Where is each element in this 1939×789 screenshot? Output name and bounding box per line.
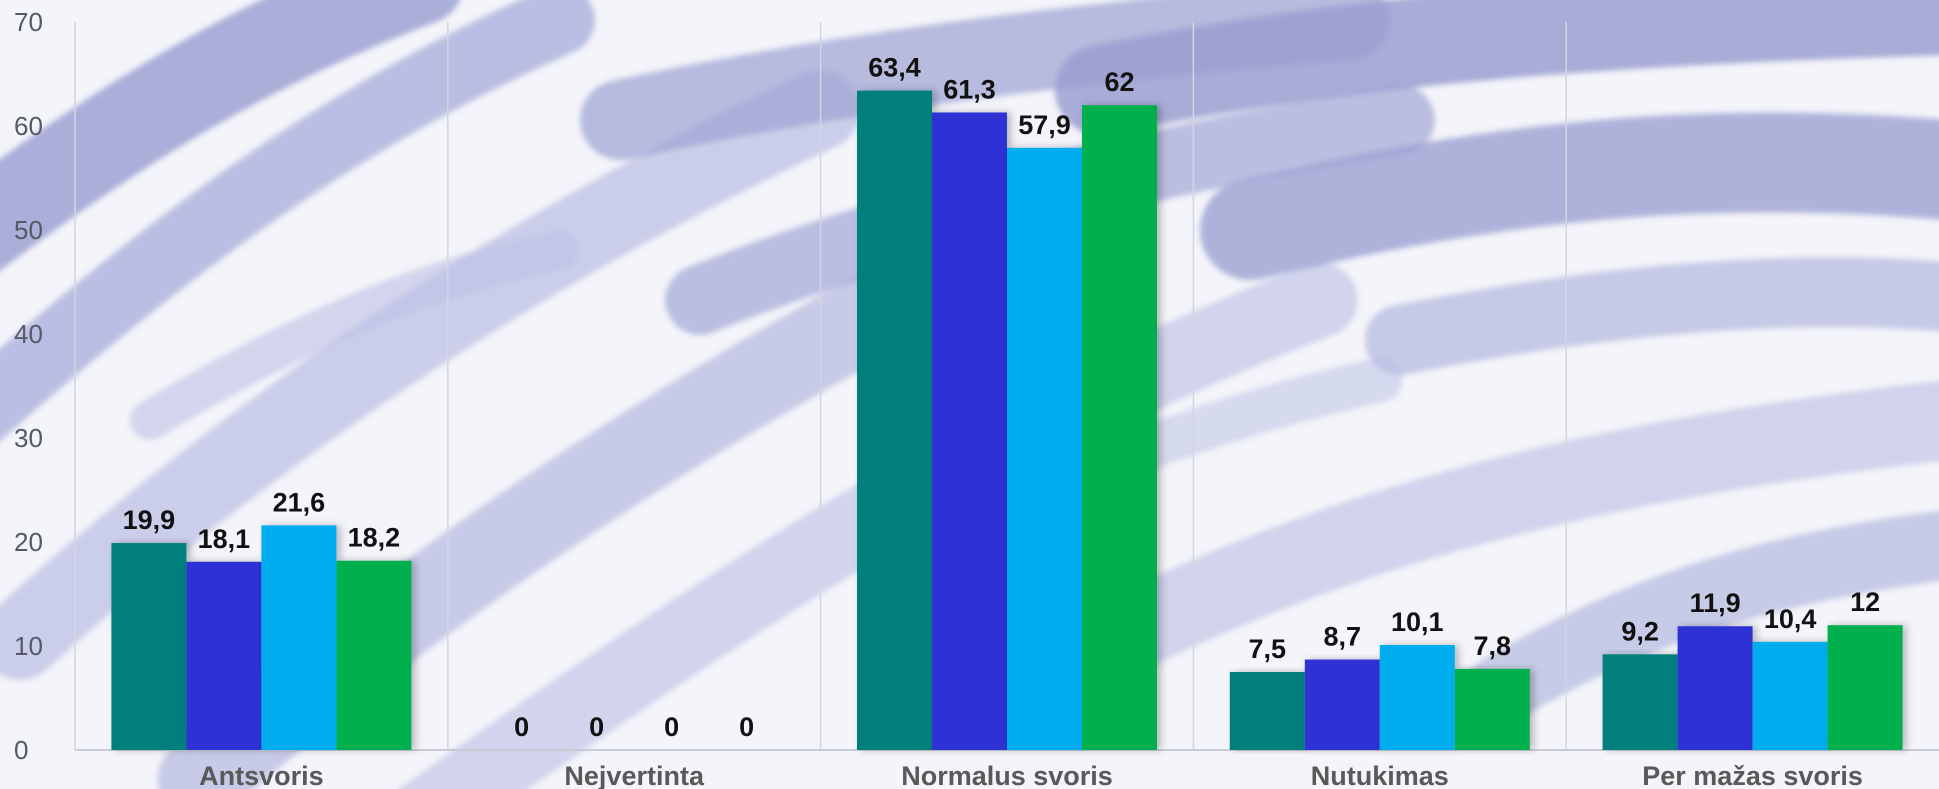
data-labels: 19,9 18,1 21,6 18,2 0 0 0 0 63,4 61,3 57,9 62 7,5 8,7… bbox=[123, 53, 1881, 742]
category-label: Nutukimas bbox=[1311, 761, 1449, 789]
category-label: Normalus svoris bbox=[901, 761, 1113, 789]
data-label: 18,2 bbox=[348, 523, 401, 553]
bar bbox=[1229, 672, 1305, 750]
data-label: 7,5 bbox=[1249, 634, 1287, 664]
y-axis-tick-labels: 0 10 20 30 40 50 60 70 bbox=[14, 7, 43, 765]
data-label: 21,6 bbox=[273, 487, 326, 517]
data-label: 10,1 bbox=[1391, 607, 1444, 637]
data-label: 0 bbox=[739, 712, 754, 742]
data-label: 11,9 bbox=[1690, 588, 1741, 618]
bar bbox=[1752, 641, 1828, 750]
category-label: Per mažas svoris bbox=[1642, 761, 1863, 789]
bar bbox=[261, 525, 337, 750]
data-label: 9,2 bbox=[1621, 616, 1659, 646]
bar bbox=[1082, 105, 1157, 750]
data-label: 10,4 bbox=[1764, 604, 1817, 634]
data-label: 18,1 bbox=[198, 524, 251, 554]
data-label: 19,9 bbox=[123, 505, 176, 535]
data-label: 57,9 bbox=[1018, 110, 1071, 140]
bar bbox=[1677, 626, 1753, 750]
data-label: 12 bbox=[1850, 587, 1880, 617]
data-label: 63,4 bbox=[868, 53, 921, 83]
bar bbox=[857, 90, 932, 750]
y-tick-label: 30 bbox=[14, 423, 43, 453]
bar bbox=[336, 560, 412, 750]
data-label: 62 bbox=[1104, 67, 1134, 97]
bar bbox=[932, 112, 1007, 751]
y-tick-label: 0 bbox=[14, 735, 28, 765]
data-label: 7,8 bbox=[1474, 631, 1512, 661]
y-tick-label: 70 bbox=[14, 7, 43, 37]
bar bbox=[111, 543, 187, 750]
data-label: 61,3 bbox=[943, 74, 996, 104]
y-tick-label: 20 bbox=[14, 527, 43, 557]
y-tick-label: 50 bbox=[14, 215, 43, 245]
bar-series bbox=[111, 90, 1903, 751]
bar bbox=[1007, 147, 1082, 751]
bar bbox=[1454, 668, 1530, 750]
bar bbox=[1304, 659, 1380, 750]
data-label: 0 bbox=[514, 712, 529, 742]
data-label: 0 bbox=[589, 712, 604, 742]
bar bbox=[1827, 625, 1903, 750]
bar bbox=[1379, 644, 1455, 750]
category-label: Nejvertinta bbox=[564, 761, 705, 789]
category-label: Antsvoris bbox=[199, 761, 324, 789]
category-labels: Antsvoris Nejvertinta Normalus svoris Nutuk… bbox=[199, 761, 1863, 789]
bar bbox=[186, 561, 262, 750]
category-separators bbox=[74, 22, 1567, 750]
data-label: 0 bbox=[664, 712, 679, 742]
bar bbox=[1602, 654, 1678, 750]
y-tick-label: 10 bbox=[14, 631, 43, 661]
y-tick-label: 60 bbox=[14, 111, 43, 141]
y-tick-label: 40 bbox=[14, 319, 43, 349]
data-label: 8,7 bbox=[1324, 622, 1362, 652]
